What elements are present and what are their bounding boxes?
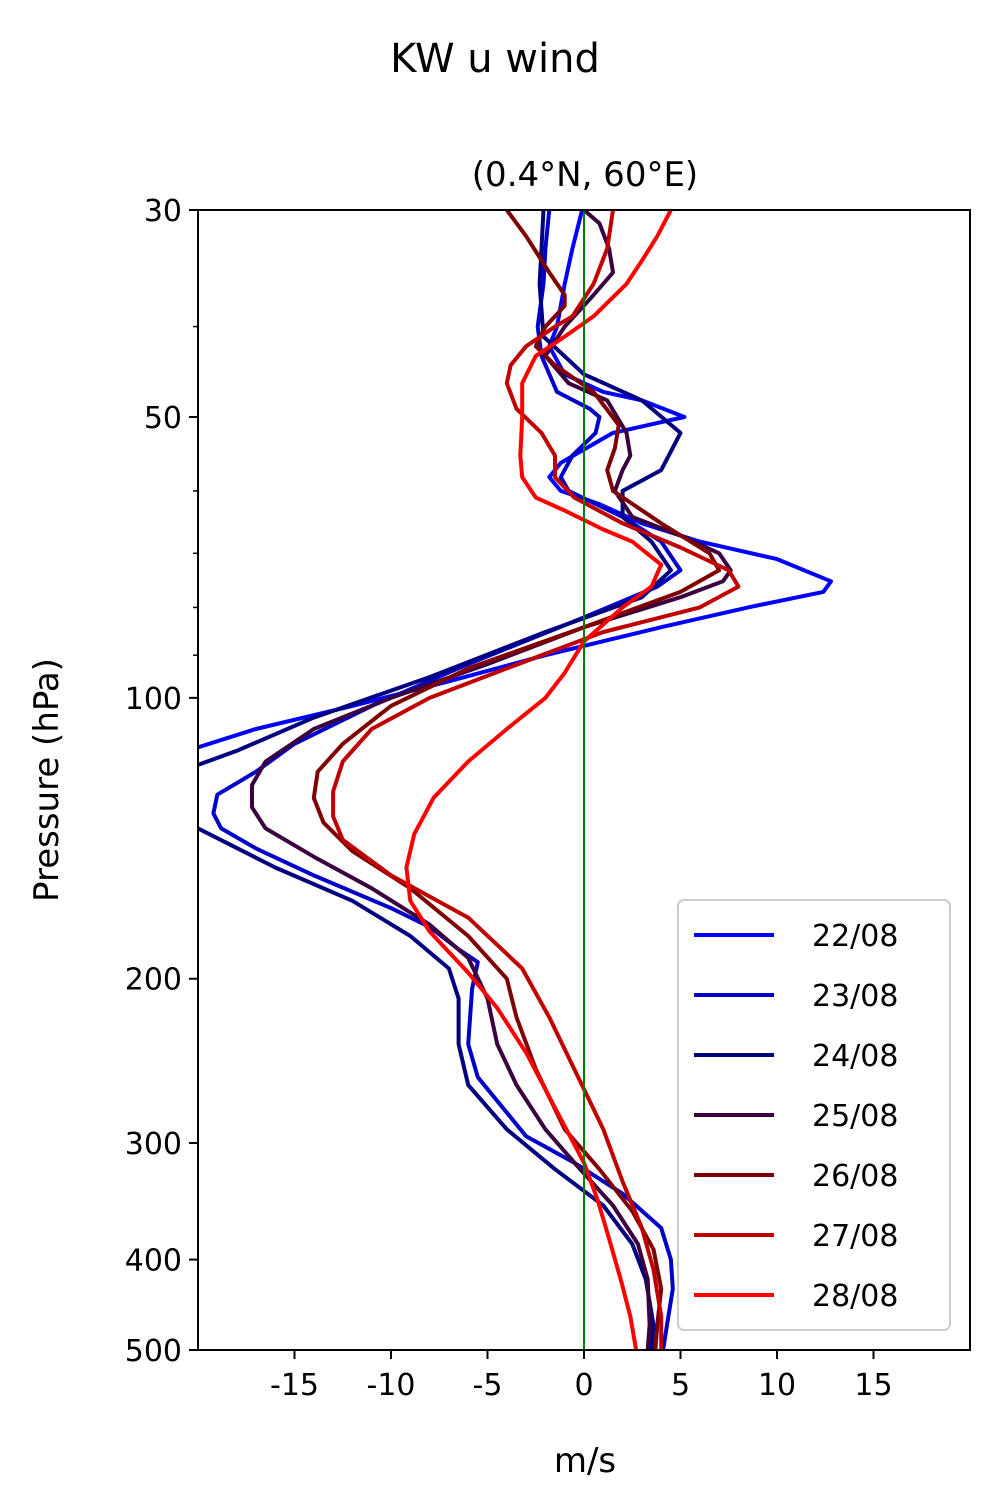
series-line-6 bbox=[331, 210, 741, 1350]
series-line-1 bbox=[211, 210, 683, 1350]
x-axis: -15 -10 -5 0 5 10 15 bbox=[270, 1350, 893, 1403]
y-tick-label: 300 bbox=[125, 1127, 182, 1162]
series-line-5 bbox=[311, 210, 722, 1350]
y-tick-label: 200 bbox=[125, 963, 182, 998]
y-axis-label: Pressure (hPa) bbox=[27, 658, 67, 902]
x-tick-label: -10 bbox=[367, 1368, 416, 1403]
legend-label: 26/08 bbox=[812, 1159, 898, 1194]
x-axis-label: m/s bbox=[554, 1441, 616, 1481]
y-axis: 30 50 100 200 300 400 500 bbox=[125, 194, 198, 1369]
legend-label: 22/08 bbox=[812, 919, 898, 954]
legend-label: 23/08 bbox=[812, 979, 898, 1014]
x-tick-label: -5 bbox=[473, 1368, 503, 1403]
legend-label: 24/08 bbox=[812, 1039, 898, 1074]
legend: 22/08 23/08 24/08 25/08 26/08 27/08 28/08 bbox=[677, 899, 951, 1331]
legend-label: 27/08 bbox=[812, 1219, 898, 1254]
y-tick-label: 30 bbox=[144, 194, 182, 229]
series-layer bbox=[198, 210, 833, 1350]
legend-box bbox=[677, 899, 951, 1331]
x-tick-label: 5 bbox=[671, 1368, 690, 1403]
x-tick-label: -15 bbox=[270, 1368, 319, 1403]
chart-title: (0.4°N, 60°E) bbox=[472, 155, 698, 195]
x-tick-label: 10 bbox=[758, 1368, 796, 1403]
chart-suptitle: KW u wind bbox=[390, 36, 600, 82]
legend-label: 25/08 bbox=[812, 1099, 898, 1134]
legend-label: 28/08 bbox=[812, 1279, 898, 1314]
series-line-3 bbox=[198, 826, 656, 1350]
y-tick-label: 50 bbox=[144, 401, 182, 436]
y-tick-label: 400 bbox=[125, 1244, 182, 1279]
y-tick-label: 100 bbox=[125, 682, 182, 717]
series-line-4 bbox=[250, 210, 733, 1350]
series-line-7 bbox=[404, 210, 673, 1350]
x-tick-label: 15 bbox=[854, 1368, 892, 1403]
x-tick-label: 0 bbox=[574, 1368, 593, 1403]
y-tick-label: 500 bbox=[125, 1334, 182, 1369]
